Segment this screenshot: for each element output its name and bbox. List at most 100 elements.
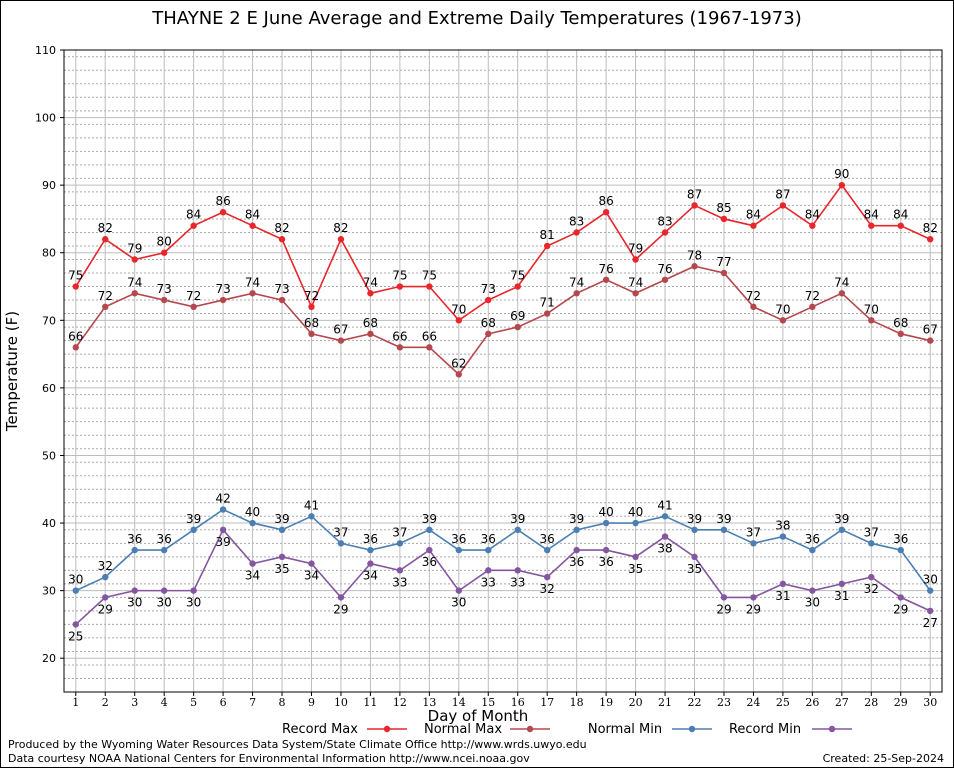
x-tick-label: 20 [629, 696, 643, 709]
normal-min-point [337, 540, 345, 547]
x-tick-label: 14 [452, 696, 466, 709]
record-min-point [927, 607, 934, 615]
normal-max-point [278, 296, 286, 304]
normal-max-data-label: 73 [157, 282, 172, 296]
normal-min-point [927, 587, 934, 594]
normal-max-point [426, 344, 433, 351]
x-tick-label: 17 [540, 696, 554, 709]
record-max-data-label: 84 [746, 208, 761, 222]
normal-min-point [160, 546, 168, 554]
normal-max-point [720, 269, 728, 277]
normal-max-point [396, 344, 404, 351]
normal-min-point [367, 546, 374, 554]
record-max-point [426, 283, 433, 290]
record-max-point [396, 283, 404, 290]
y-axis-label: Temperature (F) [3, 311, 21, 432]
record-min-data-label: 33 [392, 575, 407, 589]
normal-max-data-label: 78 [687, 248, 702, 262]
record-min-point [308, 560, 315, 567]
record-min-data-label: 25 [68, 629, 83, 643]
x-tick-label: 28 [864, 696, 878, 709]
record-min-point [455, 587, 463, 594]
normal-max-data-label: 74 [834, 275, 849, 289]
x-tick-label: 12 [393, 696, 407, 709]
legend-label-normal-min: Normal Min [588, 722, 662, 737]
x-tick-label: 11 [363, 696, 377, 709]
record-min-data-label: 39 [215, 535, 230, 549]
x-tick-label: 25 [776, 696, 790, 709]
credit-line-ncei: Data courtesy NOAA National Centers for … [8, 752, 530, 765]
record-max-point [367, 290, 374, 297]
credit-line-wrds: Produced by the Wyoming Water Resources … [8, 738, 587, 751]
record-min-data-label: 32 [540, 582, 555, 596]
normal-max-point [750, 303, 757, 310]
x-tick-label: 23 [717, 696, 731, 709]
record-max-data-label: 84 [893, 208, 908, 222]
normal-min-data-label: 36 [451, 532, 466, 546]
y-tick-label: 90 [42, 179, 56, 192]
normal-min-point [72, 587, 79, 594]
record-max-data-label: 85 [716, 201, 731, 215]
normal-max-point [337, 337, 345, 344]
normal-min-data-label: 39 [687, 512, 702, 526]
record-max-point [661, 229, 669, 236]
plot-area-border [63, 49, 943, 693]
normal-max-data-label: 73 [215, 282, 230, 296]
x-tick-label: 10 [334, 696, 348, 709]
record-min-point [102, 594, 109, 601]
normal-min-data-label: 42 [215, 492, 230, 506]
normal-min-point [602, 519, 610, 527]
x-tick-label: 29 [894, 696, 908, 709]
normal-min-data-label: 36 [893, 532, 908, 546]
normal-min-data-label: 30 [923, 573, 938, 587]
normal-max-data-label: 74 [245, 275, 260, 289]
record-min-point [720, 594, 728, 601]
record-min-data-label: 29 [746, 602, 761, 616]
normal-max-point [779, 317, 787, 324]
normal-min-point [838, 526, 846, 534]
normal-max-line [75, 265, 931, 376]
normal-min-data-label: 37 [392, 525, 407, 539]
x-tick-label: 19 [599, 696, 613, 709]
normal-min-data-label: 39 [510, 512, 525, 526]
record-max-point [838, 181, 846, 189]
normal-min-point [691, 526, 698, 534]
normal-max-point [573, 290, 580, 297]
record-max-data-label: 82 [333, 221, 348, 235]
legend-marker-normal-min [688, 725, 696, 733]
x-tick-label: 24 [746, 696, 760, 709]
record-max-data-label: 72 [304, 289, 319, 303]
normal-min-data-label: 37 [333, 525, 348, 539]
record-min-data-label: 34 [304, 569, 319, 583]
record-min-data-label: 32 [864, 582, 879, 596]
record-max-data-label: 75 [68, 269, 83, 283]
normal-max-data-label: 72 [98, 289, 113, 303]
normal-min-point [720, 526, 728, 534]
record-min-data-label: 35 [274, 562, 289, 576]
normal-min-data-label: 40 [598, 505, 613, 519]
normal-max-point [838, 290, 846, 297]
normal-min-point [514, 526, 521, 534]
record-min-point [868, 573, 875, 581]
record-max-point [691, 202, 698, 209]
normal-max-point [190, 303, 197, 310]
record-min-point [809, 587, 816, 594]
legend-label-record-max: Record Max [282, 722, 358, 737]
normal-min-point [308, 513, 315, 520]
record-max-data-label: 84 [864, 208, 879, 222]
record-min-point [485, 567, 492, 574]
record-min-data-label: 27 [923, 616, 938, 630]
normal-max-point [249, 290, 256, 297]
record-min-point [72, 621, 79, 628]
record-min-data-label: 30 [127, 596, 142, 610]
record-min-data-label: 35 [628, 562, 643, 576]
x-tick-label: 1 [72, 696, 79, 709]
x-tick-label: 27 [835, 696, 849, 709]
normal-max-data-label: 72 [805, 289, 820, 303]
record-min-line [75, 528, 931, 626]
record-max-data-label: 79 [628, 241, 643, 255]
y-tick-label: 110 [35, 44, 56, 57]
record-min-data-label: 34 [245, 569, 260, 583]
record-max-point [514, 283, 521, 290]
